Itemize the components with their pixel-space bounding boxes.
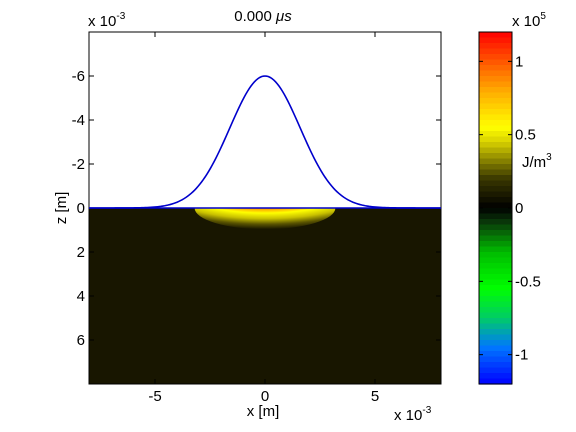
colorbar-band <box>479 65 512 72</box>
colorbar-band <box>479 92 512 99</box>
colorbar-band <box>479 268 512 275</box>
colorbar-label: J/m3 <box>522 152 552 171</box>
colorbar-band <box>479 153 512 160</box>
colorbar-band <box>479 109 512 116</box>
colorbar-band <box>479 164 512 171</box>
colorbar-band <box>479 241 512 248</box>
y-tick-label: -6 <box>72 68 85 85</box>
colorbar-band <box>479 230 512 237</box>
x-tick-label: 5 <box>371 388 379 405</box>
colorbar-band <box>479 76 512 83</box>
colorbar-band <box>479 32 512 39</box>
colorbar-tick-label: 0.5 <box>515 127 536 144</box>
colorbar-ticks: -1 -0.5 0 0.5 1 <box>479 53 541 364</box>
colorbar-band <box>479 136 512 143</box>
colorbar-band <box>479 285 512 292</box>
colorbar-band <box>479 81 512 88</box>
colorbar-band <box>479 37 512 44</box>
colorbar-band <box>479 263 512 270</box>
colorbar-band <box>479 378 512 385</box>
colorbar-band <box>479 48 512 55</box>
colorbar-band <box>479 351 512 358</box>
y-tick-label: 6 <box>77 332 85 349</box>
colorbar-band <box>479 340 512 347</box>
colorbar-band <box>479 301 512 308</box>
colorbar-band <box>479 274 512 281</box>
colorbar-band <box>479 197 512 204</box>
chart-title: 0.000 μs <box>234 8 292 25</box>
colorbar-band <box>479 158 512 165</box>
colorbar-band <box>479 114 512 121</box>
colorbar-band <box>479 208 512 215</box>
colorbar-band <box>479 235 512 242</box>
colorbar-band <box>479 219 512 226</box>
colorbar-band <box>479 345 512 352</box>
colorbar-band <box>479 224 512 231</box>
colorbar-band <box>479 120 512 127</box>
x-ticks: -5 0 5 <box>148 32 379 405</box>
colorbar-band <box>479 312 512 319</box>
colorbar-band <box>479 307 512 314</box>
colorbar-band <box>479 202 512 209</box>
x-exponent: x 10-3 <box>394 405 432 424</box>
colorbar-band <box>479 125 512 132</box>
colorbar-band <box>479 373 512 380</box>
y-tick-label: -4 <box>72 112 85 129</box>
colorbar-band <box>479 213 512 220</box>
colorbar-band <box>479 318 512 325</box>
colorbar-tick-label: 1 <box>515 53 523 70</box>
colorbar-band <box>479 147 512 154</box>
y-tick-label: 4 <box>77 288 85 305</box>
colorbar-band <box>479 169 512 176</box>
y-axis-label: z [m] <box>53 192 70 225</box>
colorbar-band <box>479 356 512 363</box>
y-tick-label: -2 <box>72 156 85 173</box>
colorbar-band <box>479 175 512 182</box>
colorbar-tick-label: 0 <box>515 200 523 217</box>
colorbar-exponent: x 105 <box>512 11 546 30</box>
colorbar-band <box>479 180 512 187</box>
hotspot-region <box>194 208 336 230</box>
colorbar-band <box>479 142 512 149</box>
colorbar-band <box>479 43 512 50</box>
colorbar-band <box>479 367 512 374</box>
colorbar-band <box>479 70 512 77</box>
field-region <box>89 208 441 384</box>
colorbar-band <box>479 98 512 105</box>
colorbar-band <box>479 257 512 264</box>
colorbar-tick-label: -0.5 <box>515 273 541 290</box>
plot-area: -5 0 5 -6 -4 -2 0 2 4 6 <box>72 31 442 405</box>
y-tick-label: 2 <box>77 244 85 261</box>
x-tick-label: -5 <box>148 388 161 405</box>
colorbar-band <box>479 329 512 336</box>
colorbar-band <box>479 103 512 110</box>
colorbar-band <box>479 54 512 61</box>
colorbar-band <box>479 186 512 193</box>
colorbar: -1 -0.5 0 0.5 1 x 105 J/m3 <box>478 11 552 385</box>
colorbar-band <box>479 290 512 297</box>
colorbar-tick-label: -1 <box>515 347 528 364</box>
colorbar-band <box>479 296 512 303</box>
colorbar-band <box>479 279 512 286</box>
colorbar-band <box>479 362 512 369</box>
colorbar-band <box>479 59 512 66</box>
y-ticks: -6 -4 -2 0 2 4 6 <box>72 68 441 349</box>
colorbar-band <box>479 246 512 253</box>
colorbar-band <box>479 252 512 259</box>
colorbar-band <box>479 334 512 341</box>
colorbar-band <box>479 191 512 198</box>
y-exponent: x 10-3 <box>88 11 126 30</box>
x-tick-label: 0 <box>261 388 269 405</box>
y-tick-label: 0 <box>77 200 85 217</box>
colorbar-bands <box>479 32 512 385</box>
colorbar-band <box>479 131 512 138</box>
colorbar-band <box>479 87 512 94</box>
colorbar-band <box>479 323 512 330</box>
x-axis-label: x [m] <box>247 403 280 420</box>
